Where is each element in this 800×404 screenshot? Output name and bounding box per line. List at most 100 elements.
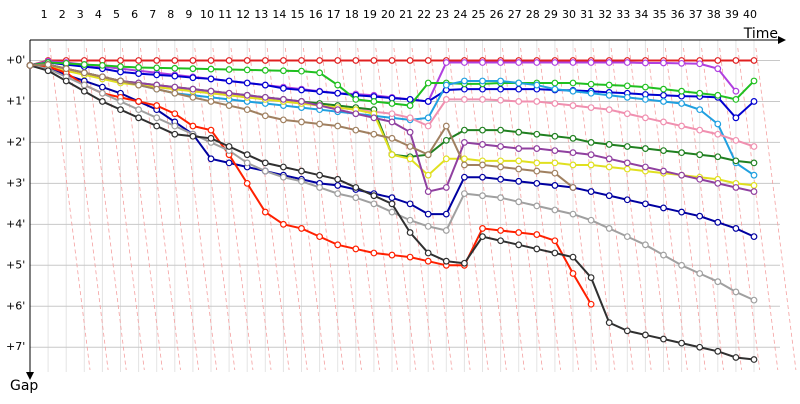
point [370,114,378,122]
x-tick-label: 33 [616,8,630,21]
point [207,65,215,73]
point [551,85,559,93]
point [171,83,179,91]
x-tick-label: 16 [309,8,323,21]
point [605,225,613,232]
point [207,134,215,142]
point [497,96,505,104]
y-axis-label: Gap [10,378,38,394]
point [388,134,396,142]
point [569,87,577,95]
point [316,57,324,64]
point [44,61,52,68]
x-tick-label: 6 [131,8,138,21]
point [80,81,88,89]
point [515,59,523,66]
point [26,61,34,69]
x-tick-label: 27 [508,8,522,21]
point [497,126,505,134]
point [605,106,613,114]
x-tick-label: 14 [272,8,286,21]
point [98,61,106,69]
point [678,59,685,67]
point [298,98,305,105]
point [569,134,577,142]
point [551,169,559,177]
point [316,69,324,77]
point [696,60,704,68]
point [316,102,324,109]
point [406,253,414,261]
point [587,274,595,281]
point [678,171,685,179]
point [551,182,559,189]
lap-line [339,47,380,371]
point [171,57,179,64]
point [424,171,432,179]
point [388,110,396,118]
point [696,89,704,97]
point [225,143,233,150]
point [225,159,233,167]
point [696,212,704,220]
point [207,98,215,105]
point [461,139,468,146]
point [714,120,722,128]
point [678,339,685,347]
point [442,59,450,66]
point [660,59,667,67]
x-tick-label: 18 [345,8,359,21]
point [569,59,577,66]
point [750,296,758,304]
point [280,220,287,228]
point [587,80,595,88]
point [569,270,577,277]
point [153,64,161,72]
point [153,102,161,109]
point [316,171,324,179]
point [424,210,432,218]
point [696,106,704,114]
point [461,259,468,267]
x-tick-label: 5 [113,8,120,21]
point [515,165,523,173]
point [678,122,685,130]
point [406,114,414,122]
point [388,200,396,208]
point [442,210,450,218]
point [750,143,758,150]
point [424,188,432,195]
x-tick-label: 17 [327,8,341,21]
point [334,57,342,64]
point [533,98,541,105]
point [243,159,251,167]
lap-line [357,47,399,371]
point [406,229,414,236]
point [207,87,215,95]
point [388,100,396,107]
point [533,179,541,187]
x-tick-label: 11 [218,8,232,21]
point [750,182,758,189]
point [551,249,559,257]
lap-line [393,47,435,371]
point [605,192,613,200]
x-tick-label: 30 [562,8,576,21]
point [352,110,360,118]
point [117,57,124,64]
point [461,59,468,66]
point [261,159,269,167]
point [153,114,161,122]
point [370,57,378,64]
point [117,106,124,114]
point [479,192,486,200]
point [497,143,505,150]
point [243,106,251,114]
point [732,57,740,64]
point [497,237,505,245]
point [533,145,541,152]
point [298,86,305,94]
lap-line [484,47,525,371]
point [135,57,143,64]
point [280,173,287,181]
